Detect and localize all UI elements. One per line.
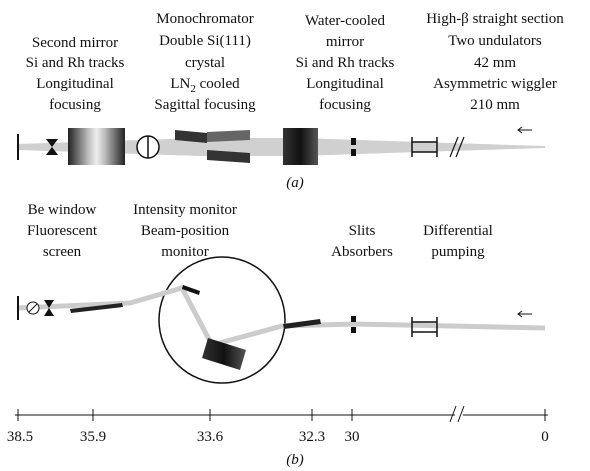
- beamline-diagram: Second mirror Si and Rh tracks Longitudi…: [0, 0, 590, 471]
- label-line: Be window: [28, 202, 97, 218]
- break-mark: [450, 406, 464, 422]
- label-line: High-β straight section: [426, 11, 564, 27]
- scale-label: 32.3: [299, 429, 325, 445]
- water-cooled-mirror-label: Water-cooled mirror Si and Rh tracks Lon…: [296, 13, 395, 113]
- label-line: Si and Rh tracks: [26, 55, 125, 71]
- label-line: Intensity monitor: [133, 202, 237, 218]
- text: LN: [170, 76, 190, 92]
- label-line: 210 mm: [470, 97, 520, 113]
- label-line: focusing: [49, 97, 101, 113]
- pumping-label: Differential pumping: [423, 223, 493, 260]
- slit: [351, 327, 356, 333]
- label-line: 42 mm: [474, 55, 516, 71]
- label-line: screen: [43, 244, 82, 260]
- label-line: Fluorescent: [27, 223, 98, 239]
- direction-arrow: [518, 127, 532, 133]
- second-mirror-label: Second mirror Si and Rh tracks Longitudi…: [26, 35, 125, 113]
- straight-section-label: High-β straight section Two undulators 4…: [426, 11, 564, 113]
- scale-label: 30: [345, 429, 360, 445]
- scale-label: 0: [541, 429, 549, 445]
- label-line: Absorbers: [331, 244, 393, 260]
- slit: [351, 149, 356, 156]
- label-line: Differential: [423, 223, 493, 239]
- slit: [351, 316, 356, 322]
- label-line: Slits: [349, 223, 376, 239]
- label-line: Si and Rh tracks: [296, 55, 395, 71]
- water-cooled-mirror: [283, 128, 318, 165]
- label-line: Double Si(111): [159, 33, 251, 49]
- beamline-b: [18, 257, 545, 383]
- monochromator-label: Monochromator Double Si(111) crystal LN2…: [154, 11, 256, 113]
- slits-label: Slits Absorbers: [331, 223, 393, 260]
- label-line: Sagittal focusing: [154, 97, 256, 113]
- label-line: Asymmetric wiggler: [433, 76, 557, 92]
- scale-label: 33.6: [197, 429, 224, 445]
- label-line: Water-cooled: [305, 13, 386, 29]
- label-line: mirror: [326, 34, 364, 50]
- caption: (a): [286, 175, 304, 191]
- label-line: Monochromator: [156, 11, 253, 27]
- label-line: Longitudinal: [306, 76, 384, 92]
- label-line: Beam-position: [141, 223, 230, 239]
- label-line: focusing: [319, 97, 371, 113]
- text: cooled: [196, 76, 240, 92]
- label-line: Longitudinal: [36, 76, 114, 92]
- beamline-a: (a): [18, 127, 545, 191]
- caption: (b): [286, 452, 304, 468]
- intensity-monitor-label: Intensity monitor Beam-position monitor: [133, 202, 237, 260]
- label-line: pumping: [431, 244, 485, 260]
- crystal: [207, 130, 250, 142]
- scale-label: 35.9: [80, 429, 106, 445]
- slit: [351, 138, 356, 145]
- label-line: crystal: [185, 55, 225, 71]
- label-line: LN2 cooled: [170, 76, 240, 95]
- distance-scale: 38.5 35.9 33.6 32.3 30 0 (b): [7, 406, 549, 468]
- be-window-label: Be window Fluorescent screen: [27, 202, 98, 260]
- label-line: Two undulators: [448, 33, 542, 49]
- label-line: Second mirror: [32, 35, 118, 51]
- direction-arrow: [518, 311, 532, 317]
- second-mirror: [68, 128, 125, 165]
- scale-label: 38.5: [7, 429, 33, 445]
- label-line: monitor: [161, 244, 209, 260]
